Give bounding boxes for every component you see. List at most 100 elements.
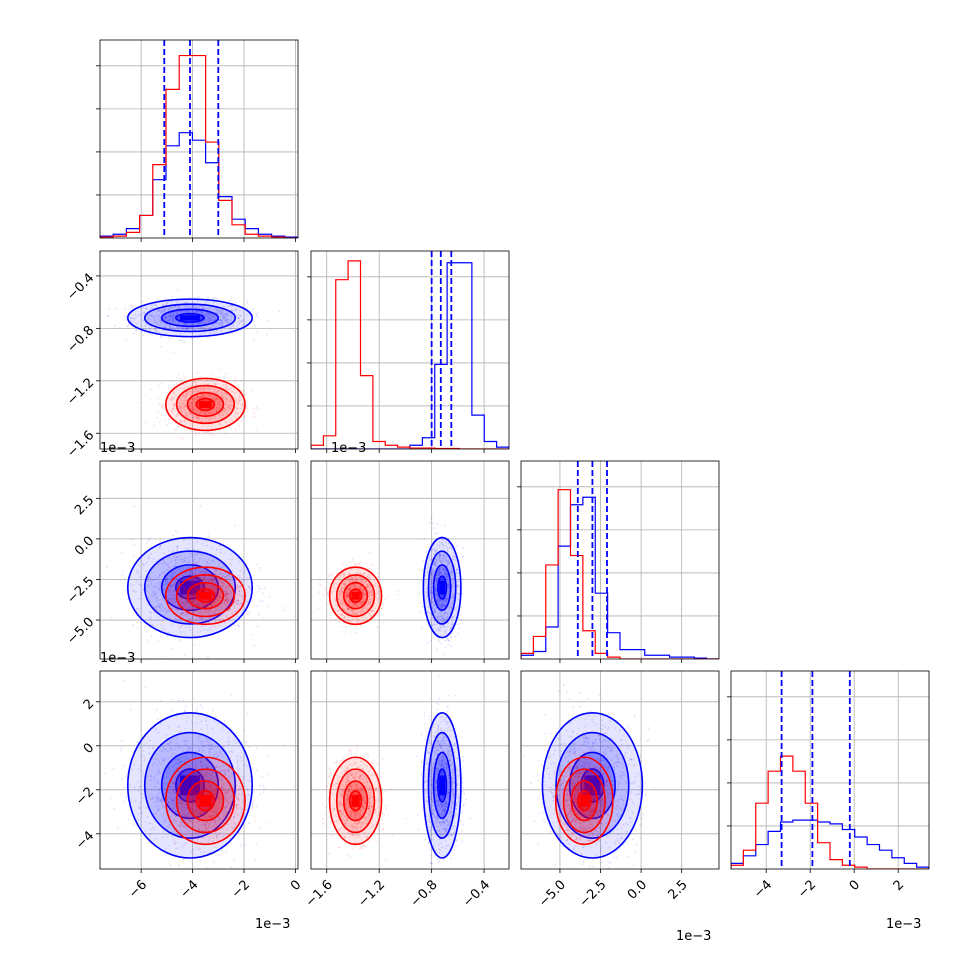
scatter-point [233, 309, 236, 312]
scatter-point [444, 639, 447, 642]
scatter-point [206, 316, 209, 318]
scatter-point [218, 310, 221, 312]
scatter-point [221, 309, 224, 311]
scatter-point [218, 564, 221, 566]
scatter-point [234, 379, 237, 381]
scatter-point [462, 547, 465, 549]
scatter-point [245, 609, 248, 612]
scatter-point [195, 310, 198, 313]
scatter-point [159, 585, 162, 587]
scatter-point [179, 310, 181, 313]
scatter-point [229, 326, 232, 329]
scatter-point [213, 322, 216, 325]
scatter-point [226, 314, 229, 316]
scatter-point [223, 391, 226, 394]
scatter-point [246, 407, 249, 410]
scatter-point [146, 315, 149, 317]
scatter-point [229, 328, 232, 330]
scatter-point [234, 398, 237, 401]
scatter-point [165, 316, 168, 318]
scatter-point [115, 307, 117, 310]
scatter-point [150, 398, 153, 401]
scatter-point [282, 609, 285, 612]
scatter-point [186, 322, 189, 325]
scatter-point [186, 310, 189, 312]
contour-line [126, 298, 254, 338]
scatter-point [215, 326, 217, 328]
scatter-point [140, 621, 142, 624]
scatter-point [201, 316, 204, 319]
scatter-point [212, 626, 215, 628]
scatter-point [155, 298, 158, 301]
scatter-point [164, 629, 167, 632]
scatter-point [208, 316, 210, 319]
scatter-point [376, 567, 379, 570]
scatter-point [222, 316, 225, 319]
scatter-point [253, 412, 256, 414]
scatter-point [255, 313, 258, 316]
scatter-point [202, 387, 205, 390]
scatter-point [136, 401, 139, 404]
scatter-point [154, 597, 157, 599]
scatter-point [420, 579, 423, 582]
scatter-point [176, 327, 179, 330]
scatter-point [171, 315, 174, 318]
scatter-point [177, 306, 180, 309]
contour-line [160, 308, 220, 328]
scatter-point [256, 563, 259, 566]
scatter-point [215, 322, 217, 325]
scatter-point [423, 538, 426, 540]
scatter-point [196, 310, 199, 313]
scatter-point [178, 425, 180, 428]
scatter-point [191, 628, 194, 630]
scatter-point [238, 316, 240, 319]
scatter-point [227, 388, 230, 391]
scatter-point [180, 399, 182, 402]
scatter-point [235, 417, 238, 420]
scatter-point [184, 322, 186, 325]
scatter-point [191, 305, 194, 308]
scatter-point [130, 304, 132, 307]
scatter-point [160, 381, 163, 384]
scatter-point [225, 385, 228, 387]
scatter-point [176, 530, 179, 533]
scatter-point [432, 527, 435, 529]
scatter-point [172, 317, 174, 320]
scatter-point [193, 305, 196, 308]
scatter-point [159, 315, 162, 318]
scatter-point [440, 642, 442, 645]
scatter-point [214, 331, 217, 333]
scatter-point [203, 307, 205, 310]
scatter-point [192, 382, 194, 385]
scatter-point [221, 324, 224, 327]
scatter-point [123, 578, 126, 580]
scatter-point [225, 313, 228, 315]
scatter-point [209, 307, 211, 309]
scatter-point [182, 328, 185, 330]
scatter-point [172, 534, 174, 537]
scatter-point [237, 386, 240, 389]
scatter-point [245, 603, 247, 606]
scatter-point [253, 325, 256, 327]
scatter-point [164, 418, 167, 421]
scatter-point [222, 306, 224, 308]
histogram-blue [311, 262, 509, 449]
scatter-point [172, 319, 175, 322]
scatter-point [144, 325, 147, 328]
scatter-point [213, 388, 216, 391]
scatter-point [170, 317, 173, 320]
scatter-point [167, 319, 170, 321]
histogram-red [100, 54, 298, 238]
scatter-point [219, 403, 221, 406]
scatter-point [160, 335, 162, 337]
scatter-point [135, 329, 138, 332]
scatter-point [198, 296, 200, 298]
scatter-point [239, 314, 242, 317]
scatter-point [214, 297, 217, 299]
scatter-point [210, 630, 213, 632]
scatter-point [141, 307, 144, 309]
scatter-point [219, 321, 222, 324]
scatter-point [164, 326, 166, 329]
scatter-point [195, 562, 198, 565]
scatter-point [192, 307, 195, 309]
